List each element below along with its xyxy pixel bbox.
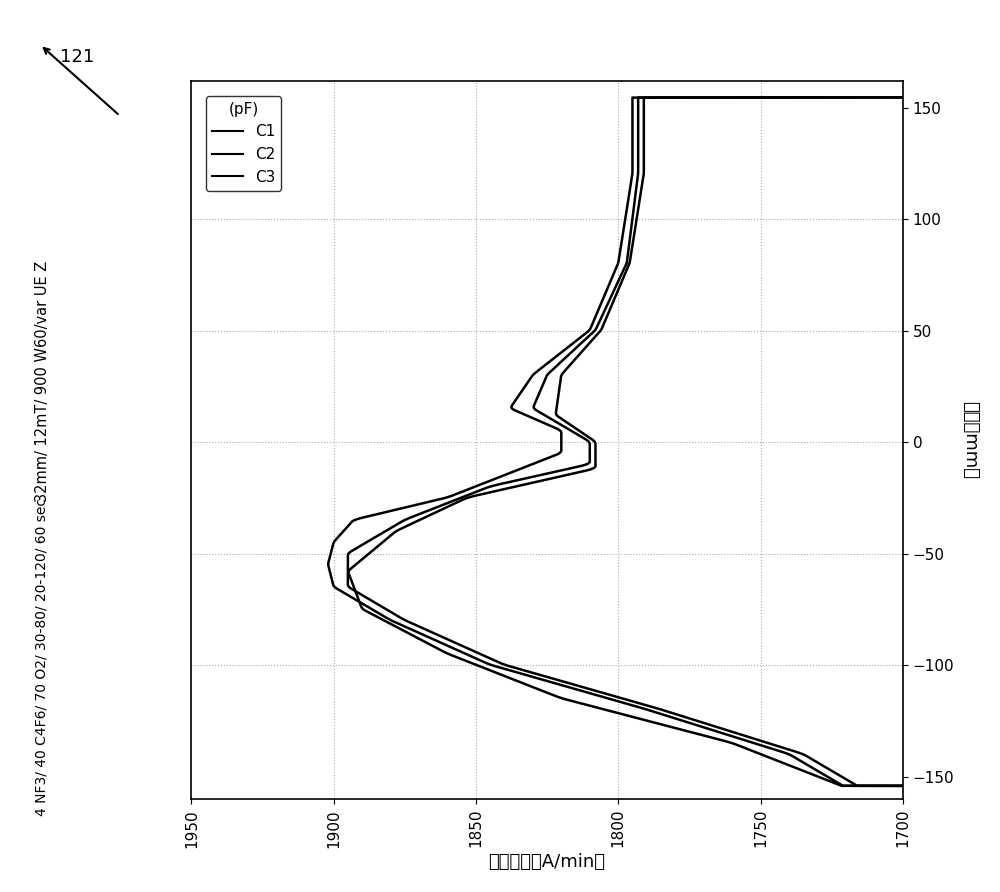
Text: 121: 121 [60,48,94,66]
Y-axis label: 半径（mm）: 半径（mm） [961,401,979,479]
Legend: C1, C2, C3: C1, C2, C3 [206,95,281,191]
Text: 4 NF3/ 40 C4F6/ 70 O2/ 30-80/ 20-120/ 60 sec: 4 NF3/ 40 C4F6/ 70 O2/ 30-80/ 20-120/ 60… [35,498,49,815]
Text: 32mm/ 12mT/ 900 W60/var UE Z: 32mm/ 12mT/ 900 W60/var UE Z [35,260,50,501]
X-axis label: 屠刻速度（A/min）: 屠刻速度（A/min） [489,853,606,871]
